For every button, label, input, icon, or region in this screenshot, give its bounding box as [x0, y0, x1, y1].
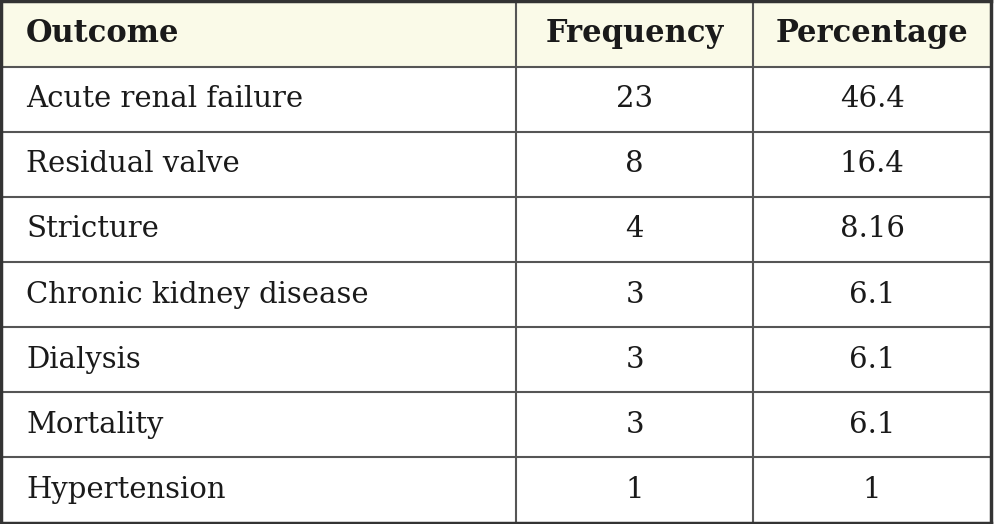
Bar: [516, 132, 753, 197]
Text: Outcome: Outcome: [26, 18, 179, 49]
Text: 3: 3: [625, 346, 644, 374]
Text: 4: 4: [625, 215, 643, 244]
Text: 1: 1: [625, 476, 643, 504]
Text: 6.1: 6.1: [849, 411, 895, 439]
Bar: [753, 2, 991, 67]
Text: Hypertension: Hypertension: [26, 476, 226, 504]
Text: 16.4: 16.4: [840, 150, 904, 178]
Text: Percentage: Percentage: [776, 18, 968, 49]
Bar: [1, 132, 516, 197]
Text: Frequency: Frequency: [546, 18, 724, 49]
Bar: [1, 197, 516, 262]
Bar: [753, 197, 991, 262]
Text: 6.1: 6.1: [849, 280, 895, 309]
Bar: [516, 2, 753, 67]
Text: 23: 23: [617, 85, 653, 113]
Bar: [516, 197, 753, 262]
Bar: [753, 327, 991, 392]
Text: 6.1: 6.1: [849, 346, 895, 374]
Text: 1: 1: [863, 476, 881, 504]
Text: 3: 3: [625, 280, 644, 309]
Text: 8.16: 8.16: [840, 215, 904, 244]
Bar: [1, 327, 516, 392]
Text: Residual valve: Residual valve: [26, 150, 240, 178]
Bar: [516, 457, 753, 522]
Bar: [1, 67, 516, 132]
Text: Chronic kidney disease: Chronic kidney disease: [26, 280, 369, 309]
Text: 8: 8: [625, 150, 644, 178]
Bar: [753, 262, 991, 327]
Bar: [753, 132, 991, 197]
Text: Acute renal failure: Acute renal failure: [26, 85, 303, 113]
Bar: [1, 262, 516, 327]
Bar: [516, 67, 753, 132]
Bar: [1, 457, 516, 522]
Bar: [516, 327, 753, 392]
Text: 46.4: 46.4: [840, 85, 904, 113]
Bar: [516, 392, 753, 457]
Bar: [1, 392, 516, 457]
Text: Dialysis: Dialysis: [26, 346, 140, 374]
Bar: [753, 67, 991, 132]
Bar: [1, 2, 516, 67]
Bar: [753, 457, 991, 522]
Bar: [753, 392, 991, 457]
Text: Stricture: Stricture: [26, 215, 159, 244]
Text: Mortality: Mortality: [26, 411, 163, 439]
Text: 3: 3: [625, 411, 644, 439]
Bar: [516, 262, 753, 327]
